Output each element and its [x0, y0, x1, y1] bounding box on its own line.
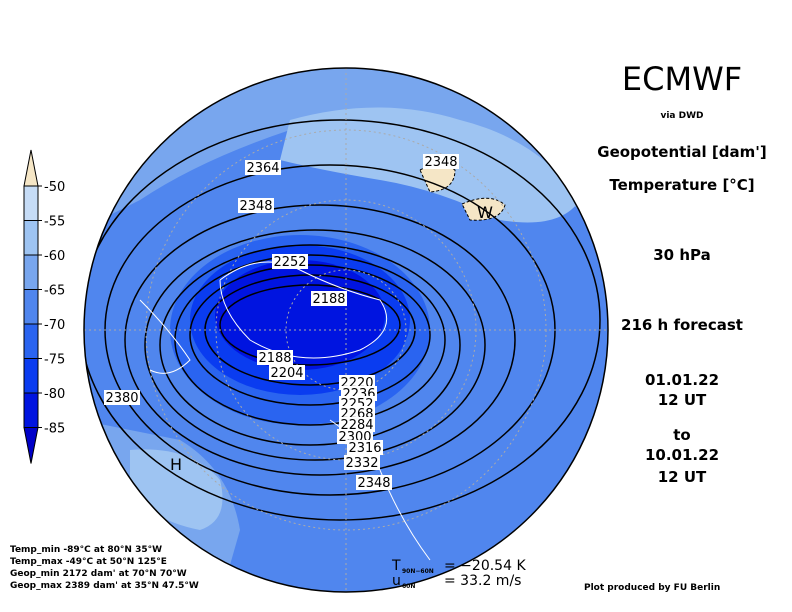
- date: 01.01.22: [645, 371, 719, 389]
- contour-label: 2364: [246, 161, 279, 176]
- contour-label: 2188: [258, 351, 291, 366]
- stat-line: Geop_max 2389 dam' at 35°N 47.5°W: [10, 581, 199, 591]
- time: 12 UT: [658, 391, 707, 409]
- marker: W: [477, 203, 493, 222]
- contour-label-box: [356, 475, 392, 490]
- map-disk: [84, 68, 608, 592]
- legend-label: -75: [44, 353, 65, 368]
- legend-label: -50: [44, 180, 65, 195]
- legend-swatch: [23, 185, 39, 221]
- index-value: = −20.54 K: [444, 558, 526, 574]
- legend-label: -65: [44, 284, 65, 299]
- index-subscript: 60N: [402, 583, 415, 590]
- variable: Geopotential [dam']: [597, 143, 766, 161]
- map-border: [83, 67, 609, 593]
- contour-label: 2332: [345, 456, 378, 471]
- level: 30 hPa: [653, 246, 711, 264]
- index-subscript: 90N−60N: [402, 568, 434, 575]
- footer: Plot produced by FU Berlin: [584, 583, 720, 593]
- legend-swatch: [23, 289, 39, 325]
- index-value: = 33.2 m/s: [444, 573, 521, 589]
- contour-label-box: [347, 440, 383, 455]
- stat-line: Geop_min 2172 dam' at 70°N 70°W: [10, 569, 187, 579]
- forecast: 216 h forecast: [621, 316, 743, 334]
- legend-label: -70: [44, 318, 65, 333]
- legend-label: -60: [44, 249, 65, 264]
- contour-label-box: [423, 154, 459, 169]
- time: 12 UT: [658, 468, 707, 486]
- contour-label: 2252: [273, 255, 306, 270]
- to: to: [673, 426, 690, 444]
- contour-label: 2316: [348, 441, 381, 456]
- contour-label-box: [269, 365, 305, 380]
- legend-swatch: [23, 323, 39, 359]
- title: ECMWF: [622, 60, 742, 98]
- legend-swatch: [23, 358, 39, 394]
- contour-label-box: [311, 291, 347, 306]
- contour-label-box: [238, 198, 274, 213]
- legend-swatch: [23, 220, 39, 256]
- index-symbol: u: [392, 573, 401, 589]
- source: via DWD: [660, 111, 703, 121]
- contour-label-box: [104, 390, 140, 405]
- contour-label: 2348: [424, 155, 457, 170]
- contour-label: 2380: [105, 391, 138, 406]
- marker: H: [170, 455, 182, 474]
- contour-label: 2188: [312, 292, 345, 307]
- contour-label: 2204: [270, 366, 303, 381]
- legend-swatch: [23, 392, 39, 428]
- legend-swatch: [23, 149, 39, 187]
- contour-label-box: [344, 455, 380, 470]
- contour-label: 2348: [357, 476, 390, 491]
- legend-label: -80: [44, 387, 65, 402]
- legend-swatch: [23, 254, 39, 290]
- index-symbol: T: [391, 558, 401, 574]
- legend-label: -85: [44, 422, 65, 437]
- contour-label-box: [272, 254, 308, 269]
- contour-label-box: [257, 350, 293, 365]
- legend-swatch: [23, 427, 39, 464]
- stat-line: Temp_min -89°C at 80°N 35°W: [10, 545, 162, 555]
- contour-label: 2348: [239, 199, 272, 214]
- date: 10.01.22: [645, 446, 719, 464]
- variable: Temperature [°C]: [609, 176, 754, 194]
- contour-label-box: [245, 160, 281, 175]
- stat-line: Temp_max -49°C at 50°N 125°E: [10, 557, 167, 567]
- legend-label: -55: [44, 215, 65, 230]
- contour-label-box: [339, 417, 375, 432]
